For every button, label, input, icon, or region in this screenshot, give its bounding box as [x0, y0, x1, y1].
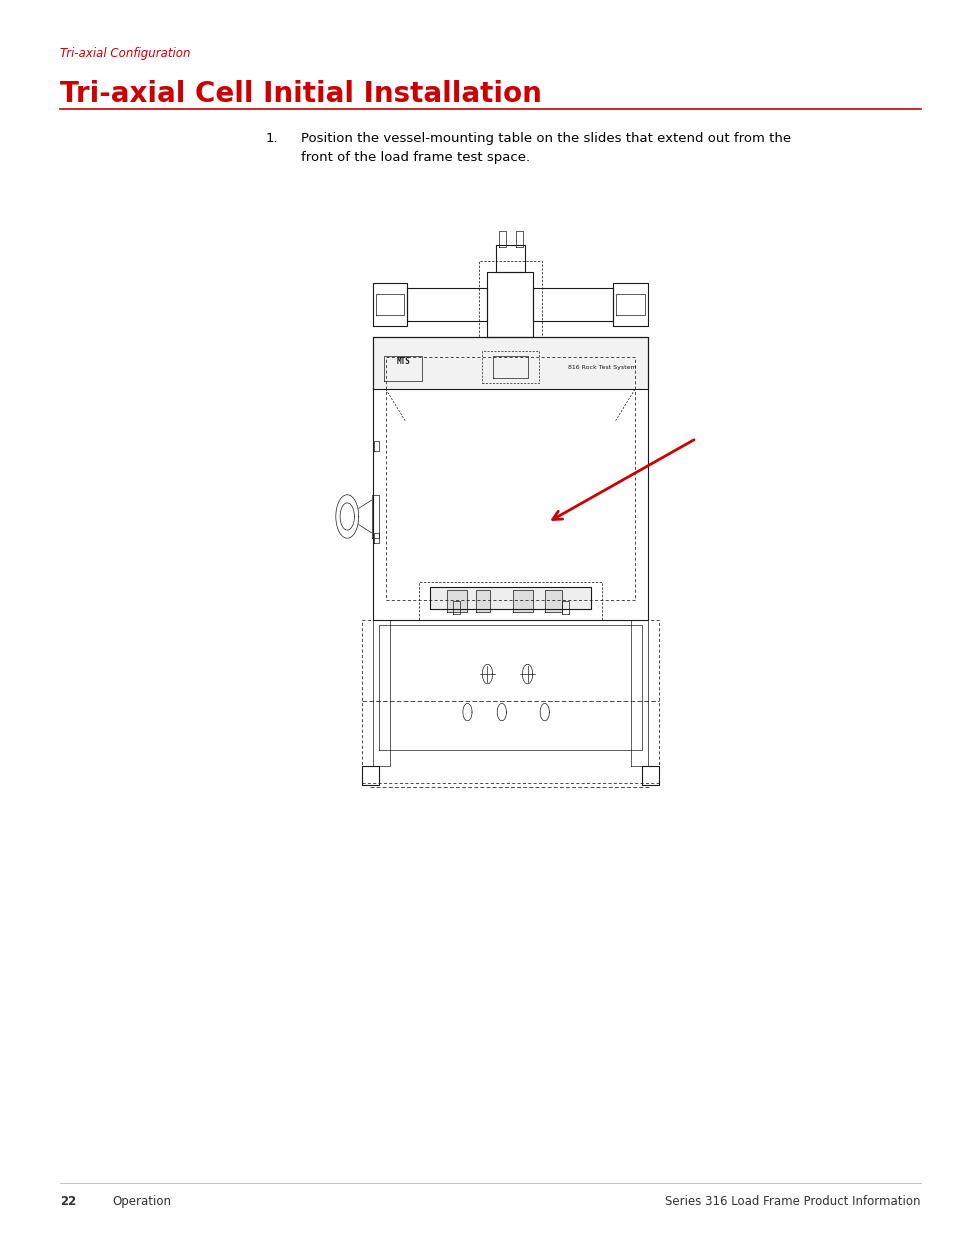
Text: Position the vessel-mounting table on the slides that extend out from the
front : Position the vessel-mounting table on th…	[300, 132, 790, 164]
Text: 816 Rock Test System: 816 Rock Test System	[567, 364, 636, 369]
Polygon shape	[430, 587, 590, 609]
Text: MTS: MTS	[395, 357, 410, 366]
Text: 22: 22	[60, 1194, 76, 1208]
Polygon shape	[513, 590, 533, 611]
Text: Tri-axial Cell Initial Installation: Tri-axial Cell Initial Installation	[60, 80, 541, 109]
Text: 1.: 1.	[265, 132, 277, 146]
Polygon shape	[447, 590, 467, 611]
Polygon shape	[544, 590, 561, 611]
Text: Tri-axial Configuration: Tri-axial Configuration	[60, 47, 191, 61]
Polygon shape	[476, 590, 490, 611]
Text: Operation: Operation	[112, 1194, 172, 1208]
Polygon shape	[373, 337, 647, 389]
Text: Series 316 Load Frame Product Information: Series 316 Load Frame Product Informatio…	[664, 1194, 920, 1208]
